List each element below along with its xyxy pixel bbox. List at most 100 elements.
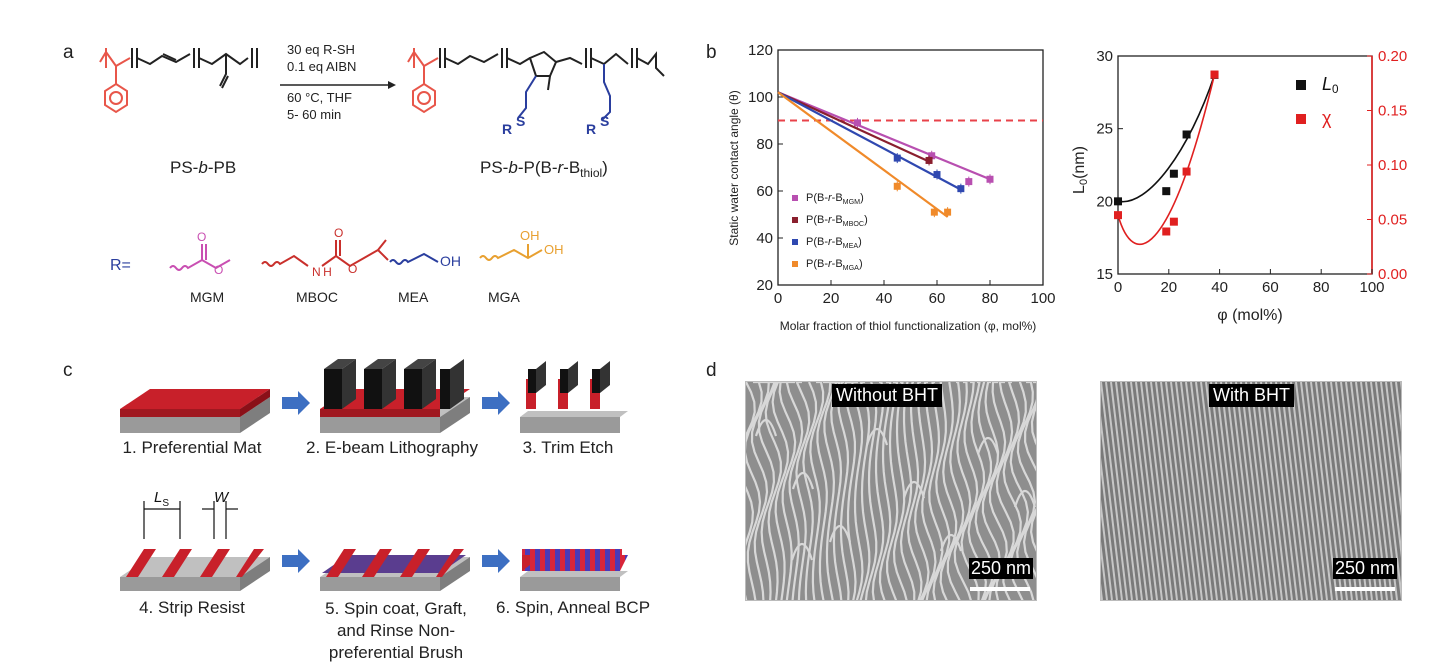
aligned-lamella xyxy=(1270,382,1298,600)
aligned-lamella xyxy=(1305,382,1333,600)
fingerprint-lamella xyxy=(746,382,756,600)
product-name: PS-b-P(B-r-Bthiol) xyxy=(480,158,608,180)
aligned-lamella xyxy=(1210,382,1238,600)
contact-angle-x-tick-label: 60 xyxy=(929,290,946,307)
legend-marker-2 xyxy=(792,239,798,245)
panel-letter-c: c xyxy=(63,360,73,381)
aligned-lamella xyxy=(1280,382,1308,600)
aligned-lamella xyxy=(1120,382,1148,600)
aligned-lamella xyxy=(1125,382,1153,600)
panel-letter-d: d xyxy=(706,360,717,381)
aligned-lamella xyxy=(1101,541,1108,600)
step-3-label: 3. Trim Etch xyxy=(522,438,614,457)
aligned-lamella xyxy=(1300,382,1328,600)
l0-legend-label-1: χ xyxy=(1322,108,1332,128)
l0-x-tick-label: 60 xyxy=(1262,279,1279,296)
mga-oh-atom-2: OH xyxy=(544,242,564,257)
aligned-lamella xyxy=(1190,382,1218,600)
mboc-o-atom: O xyxy=(334,226,343,240)
process-arrow-3 xyxy=(282,549,310,573)
l0-x-tick-label: 100 xyxy=(1359,279,1384,296)
data-point-χ-3 xyxy=(1182,167,1191,176)
data-point-series-1-0 xyxy=(925,156,933,164)
group-mboc-structure xyxy=(261,239,389,268)
aligned-lamella xyxy=(1385,382,1401,517)
fingerprint-lamella xyxy=(892,382,908,600)
dimension-markers xyxy=(143,501,238,539)
l0-legend-marker-1 xyxy=(1296,114,1306,124)
aligned-lamella xyxy=(1160,382,1188,600)
legend-label-3: P(B-r-BMGA) xyxy=(806,258,863,272)
legend-label-2: P(B-r-BMEA) xyxy=(806,236,862,250)
fingerprint-loop xyxy=(754,418,778,437)
fingerprint-loop xyxy=(790,542,814,561)
fingerprint-lamella xyxy=(816,382,832,600)
group-mgm-structure xyxy=(169,244,231,271)
fingerprint-loop xyxy=(976,436,1000,455)
aligned-lamella xyxy=(1290,382,1318,600)
atom-s-2: S xyxy=(600,113,609,129)
data-point-series-2-1 xyxy=(933,171,941,179)
fit-line-2 xyxy=(777,91,965,192)
micrograph-with-bht: With BHT 250 nm xyxy=(1100,381,1402,601)
reactant-ps-block xyxy=(99,48,131,114)
aligned-lamella xyxy=(1235,382,1263,600)
micrograph-2-scale-bar xyxy=(1335,587,1395,591)
data-point-χ-2 xyxy=(1169,217,1178,226)
aligned-lamella xyxy=(1170,382,1198,600)
fingerprint-lamella xyxy=(795,382,811,600)
aligned-lamella xyxy=(1101,415,1123,600)
mga-oh-atom-1: OH xyxy=(520,228,540,243)
aligned-lamella xyxy=(1265,382,1293,600)
fingerprint-loop xyxy=(791,471,815,490)
panel-letter-b: b xyxy=(706,42,717,63)
step-4-label: 4. Strip Resist xyxy=(139,598,245,617)
aligned-lamella xyxy=(1230,382,1258,600)
data-point-series-0-2 xyxy=(965,178,973,186)
aligned-lamella xyxy=(1295,382,1323,600)
aligned-lamella xyxy=(1195,382,1223,600)
legend-marker-0 xyxy=(792,195,798,201)
aligned-lamella xyxy=(1130,382,1158,600)
data-point-series-0-3 xyxy=(986,175,994,183)
atom-s-1: S xyxy=(516,113,525,129)
l0-y-tick-label: 15 xyxy=(1096,266,1113,283)
contact-angle-x-tick-label: 40 xyxy=(876,290,893,307)
step-2-ebeam-lithography xyxy=(320,359,470,433)
contact-angle-y-tick-label: 40 xyxy=(756,230,773,247)
group-mea-structure xyxy=(389,252,439,265)
data-point-χ-1 xyxy=(1162,227,1171,236)
micrograph-1-scale-text: 250 nm xyxy=(969,558,1034,579)
fingerprint-lamella xyxy=(946,382,965,600)
l0-chi-legend: L0 χ xyxy=(1296,74,1339,128)
l0-legend-marker-0 xyxy=(1296,80,1306,90)
aligned-lamella xyxy=(1205,382,1233,600)
data-point-L0-1 xyxy=(1162,187,1171,196)
fit-line-0 xyxy=(777,91,991,181)
process-arrow-2 xyxy=(482,391,510,415)
chi-y-tick-label: 0.20 xyxy=(1378,48,1407,65)
aligned-lamella xyxy=(1220,382,1248,600)
contact-angle-x-label: Molar fraction of thiol functionalizatio… xyxy=(780,319,1037,333)
data-point-series-3-0 xyxy=(893,182,901,190)
reaction-scheme: 30 eq R-SH 0.1 eq AIBN 60 °C, THF 5- 60 … xyxy=(99,42,665,305)
contact-angle-y-tick-label: 100 xyxy=(748,89,773,106)
aligned-lamella xyxy=(1310,382,1338,600)
thiol-side-chains xyxy=(517,64,611,121)
fingerprint-lamella xyxy=(932,382,951,600)
fingerprint-lamella xyxy=(802,382,818,600)
fingerprint-loop xyxy=(1013,489,1036,508)
l0-y-tick-label: 25 xyxy=(1096,121,1113,138)
l0-x-tick-label: 80 xyxy=(1313,279,1330,296)
atom-r-2: R xyxy=(586,121,596,137)
process-arrow-1 xyxy=(282,391,310,415)
aligned-lamella xyxy=(1390,382,1401,475)
data-point-χ-4 xyxy=(1210,70,1219,79)
fit-line-3 xyxy=(777,91,949,218)
fingerprint-lamella xyxy=(878,382,892,600)
contact-angle-y-tick-label: 20 xyxy=(756,277,773,294)
step-5-label: 5. Spin coat, Graft, and Rinse Non- pref… xyxy=(325,599,467,662)
mea-oh-atom: OH xyxy=(440,253,461,269)
aligned-lamella xyxy=(1200,382,1228,600)
